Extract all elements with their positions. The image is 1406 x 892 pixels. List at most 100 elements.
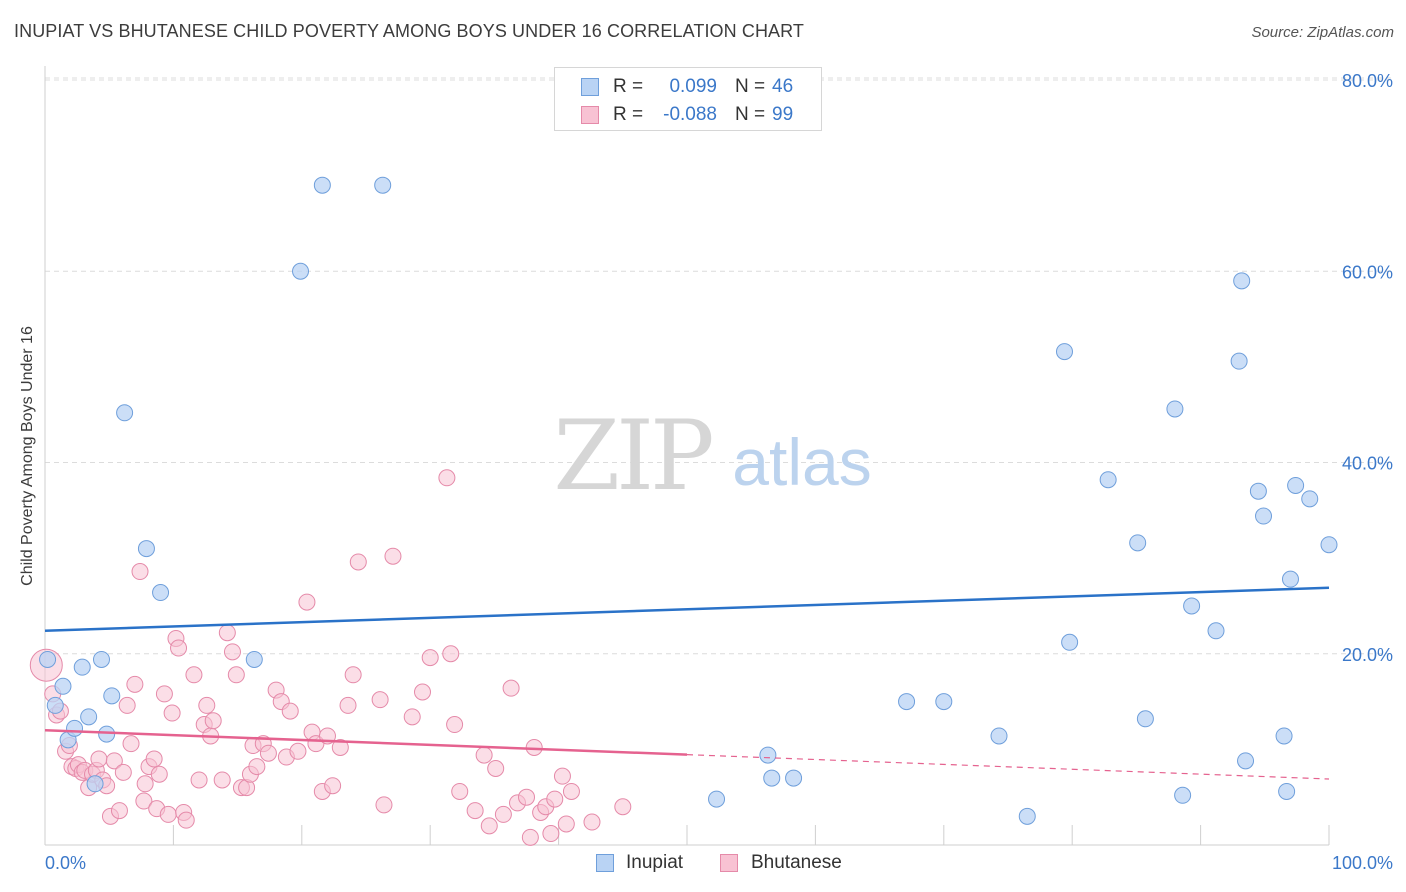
y-axis-label: Child Poverty Among Boys Under 16 — [19, 326, 36, 586]
inupiat-point — [292, 262, 310, 280]
bottom-legend-bhutanese-label: Bhutanese — [751, 852, 842, 873]
inupiat-point — [1301, 490, 1319, 508]
y-tick-label: 60.0% — [1342, 262, 1393, 282]
y-tick-label: 80.0% — [1342, 71, 1393, 91]
inupiat-point — [1061, 633, 1079, 651]
inupiat-point — [92, 650, 110, 668]
bhutanese-point — [248, 758, 266, 776]
inupiat-point — [1129, 534, 1147, 552]
inupiat-point — [1287, 476, 1305, 494]
bhutanese-point — [438, 469, 456, 487]
bhutanese-point — [384, 547, 402, 565]
bhutanese-trend-line — [44, 729, 688, 756]
inupiat-point — [1275, 727, 1293, 745]
bhutanese-point — [136, 775, 154, 793]
correlation-legend: R = 0.099 N = 46 R = -0.088 N = 99 — [554, 67, 822, 131]
bhutanese-point — [135, 792, 153, 810]
bhutanese-point — [131, 563, 149, 581]
inupiat-point — [759, 746, 777, 764]
watermark-zip: ZIP — [553, 400, 712, 512]
inupiat-point — [1018, 807, 1036, 825]
inupiat-point — [1249, 482, 1267, 500]
bhutanese-point — [442, 645, 460, 663]
bhutanese-point — [371, 691, 389, 709]
y-tick-label: 20.0% — [1342, 645, 1393, 665]
bhutanese-point — [480, 817, 498, 835]
bhutanese-point — [521, 828, 539, 846]
legend-r-label: R = — [613, 76, 644, 97]
bhutanese-point — [344, 666, 362, 684]
y-tick-label: 40.0% — [1342, 454, 1393, 474]
bhutanese-point — [218, 624, 236, 642]
inupiat-point — [245, 650, 263, 668]
series-inupiat-points — [39, 176, 1338, 825]
inupiat-point — [1278, 782, 1296, 800]
inupiat-point — [73, 658, 91, 676]
watermark: ZIP atlas — [553, 400, 871, 512]
bhutanese-point — [213, 771, 231, 789]
bhutanese-point — [190, 771, 208, 789]
bhutanese-swatch — [720, 854, 738, 872]
bhutanese-swatch — [581, 106, 599, 124]
legend-row-inupiat: R = 0.099 N = 46 — [555, 74, 821, 100]
inupiat-point — [313, 176, 331, 194]
source-label: Source: ZipAtlas.com — [1251, 24, 1394, 41]
bhutanese-point — [542, 825, 560, 843]
bhutanese-point — [562, 782, 580, 800]
bhutanese-point — [451, 782, 469, 800]
bhutanese-point — [155, 685, 173, 703]
bhutanese-point — [375, 796, 393, 814]
bhutanese-point — [118, 696, 136, 714]
inupiat-swatch — [596, 854, 614, 872]
bhutanese-point — [204, 712, 222, 730]
inupiat-point — [1255, 507, 1273, 525]
inupiat-point — [1281, 570, 1299, 588]
inupiat-point — [1320, 536, 1338, 554]
axes — [44, 66, 1330, 846]
bhutanese-point — [198, 696, 216, 714]
legend-row-bhutanese: R = -0.088 N = 99 — [555, 102, 821, 128]
inupiat-point — [708, 790, 726, 808]
bhutanese-point — [614, 798, 632, 816]
bhutanese-point — [557, 815, 575, 833]
inupiat-point — [1230, 352, 1248, 370]
bhutanese-point — [289, 742, 307, 760]
bhutanese-point — [466, 802, 484, 820]
bhutanese-point — [494, 805, 512, 823]
inupiat-trend-line — [44, 586, 1330, 633]
bhutanese-point — [126, 675, 144, 693]
tick-labels: 20.0% 40.0% 60.0% 80.0% 0.0% 100.0% — [45, 71, 1393, 873]
inupiat-point — [1136, 710, 1154, 728]
inupiat-point — [39, 650, 57, 668]
bhutanese-point — [475, 746, 493, 764]
bhutanese-point — [518, 788, 535, 806]
inupiat-point — [1174, 786, 1192, 804]
bhutanese-point — [105, 752, 123, 770]
bhutanese-point — [324, 777, 342, 795]
bhutanese-point — [145, 750, 163, 768]
bhutanese-point — [339, 696, 357, 714]
trend-lines — [44, 586, 1330, 780]
bhutanese-point — [546, 790, 564, 808]
legend-n-label: N = — [735, 76, 766, 97]
inupiat-point — [86, 775, 104, 793]
bhutanese-point — [583, 813, 601, 831]
inupiat-point — [103, 687, 121, 705]
inupiat-point — [80, 708, 98, 726]
bhutanese-point — [413, 683, 431, 701]
bhutanese-point — [122, 735, 140, 753]
bhutanese-point — [163, 704, 181, 722]
inupiat-point — [935, 693, 953, 711]
bhutanese-point — [150, 765, 168, 783]
bhutanese-point — [331, 738, 349, 756]
legend-n-value: 46 — [772, 76, 794, 97]
bhutanese-point — [227, 666, 245, 684]
bhutanese-point — [553, 767, 571, 785]
legend-r-label: R = — [613, 104, 644, 125]
x-tick-label: 0.0% — [45, 853, 86, 873]
bhutanese-point — [446, 716, 464, 734]
inupiat-point — [1237, 752, 1255, 770]
inupiat-point — [1233, 272, 1251, 290]
bhutanese-point — [159, 805, 177, 823]
inupiat-point — [46, 696, 64, 714]
